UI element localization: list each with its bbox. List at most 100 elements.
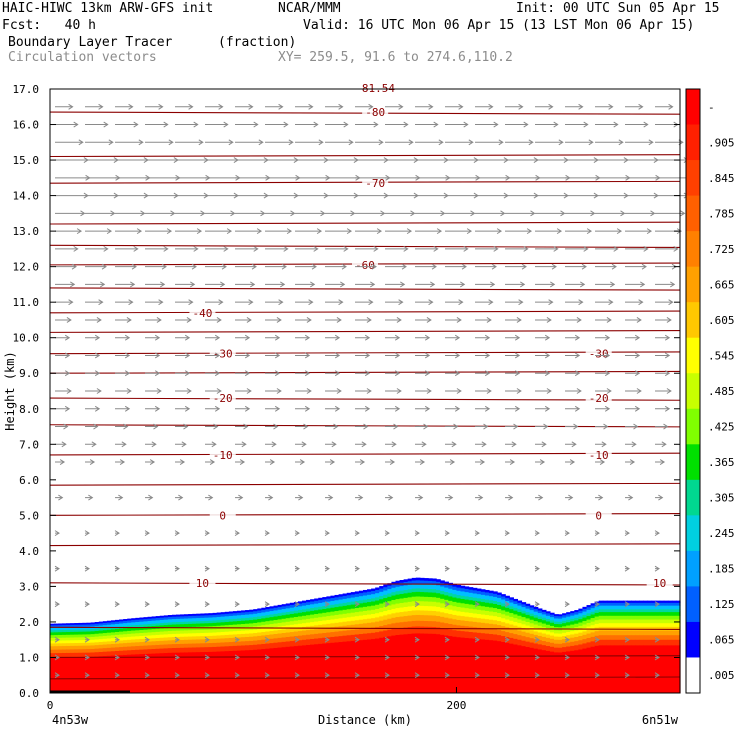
wind-vector	[475, 370, 491, 377]
tracer-cell	[220, 616, 226, 620]
wind-vector	[175, 263, 197, 270]
tracer-cell	[163, 619, 169, 623]
wind-vector	[565, 334, 581, 341]
tracer-cell	[663, 611, 669, 616]
tracer-cell	[513, 600, 519, 605]
wind-vector	[264, 672, 270, 679]
field-units: (fraction)	[218, 35, 297, 50]
tracer-cell	[554, 651, 559, 694]
tracer-cell	[318, 599, 323, 603]
tracer-cell	[216, 638, 222, 643]
tracer-cell	[476, 613, 482, 619]
wind-vector	[565, 263, 587, 270]
tracer-cell	[554, 633, 559, 637]
tracer-cell	[529, 619, 535, 624]
tracer-cell	[367, 594, 372, 599]
tracer-cell	[464, 591, 470, 597]
tracer-cell	[598, 634, 604, 640]
tracer-cell	[330, 607, 336, 612]
tracer-cell	[350, 597, 356, 602]
wind-vector	[655, 281, 676, 288]
tracer-cell	[411, 605, 417, 611]
wind-vector	[385, 228, 413, 235]
tracer-cell	[318, 637, 323, 644]
tracer-cell	[452, 624, 458, 631]
wind-vector	[445, 103, 464, 110]
wind-vector	[534, 654, 540, 661]
wind-vector	[475, 459, 486, 465]
tracer-cell	[614, 619, 620, 624]
tracer-cell	[62, 629, 67, 633]
wind-vector	[445, 352, 461, 359]
tracer-cell	[350, 616, 356, 621]
tracer-cell	[66, 656, 71, 694]
y-tick-label: 13.0	[13, 225, 40, 238]
tracer-cell	[297, 627, 303, 632]
wind-vector	[535, 245, 559, 252]
tracer-cell	[362, 606, 368, 611]
tracer-cell	[90, 645, 96, 649]
tracer-cell	[432, 620, 437, 627]
wind-vector	[205, 494, 214, 501]
wind-vector	[535, 459, 546, 465]
tracer-cell	[200, 629, 206, 633]
wind-vector	[84, 672, 90, 679]
tracer-cell	[338, 613, 344, 619]
wind-vector	[625, 192, 659, 199]
wind-vector	[415, 192, 449, 199]
wind-vector	[414, 565, 420, 572]
tracer-cell	[135, 626, 141, 631]
tracer-cell	[558, 630, 563, 634]
tracer-cell	[521, 616, 527, 621]
wind-vector	[205, 245, 229, 252]
tracer-cell	[501, 596, 506, 600]
tracer-cell	[497, 634, 502, 642]
tracer-cell	[346, 640, 352, 694]
tracer-cell	[432, 626, 437, 634]
wind-vector	[55, 370, 71, 377]
tracer-cell	[549, 631, 555, 636]
tracer-cell	[102, 655, 108, 694]
tracer-cell	[659, 600, 665, 603]
tracer-cell	[659, 611, 665, 616]
tracer-cell	[566, 621, 571, 626]
tracer-cell	[484, 633, 490, 640]
tracer-cell	[236, 630, 242, 635]
tracer-cell	[562, 629, 567, 633]
wind-vector	[595, 352, 611, 359]
tracer-cell	[399, 590, 405, 594]
tracer-cell	[167, 633, 173, 638]
tracer-cell	[147, 628, 153, 633]
tracer-cell	[228, 611, 234, 614]
wind-vector	[505, 317, 522, 323]
tracer-cell	[289, 602, 295, 605]
tracer-cell	[501, 641, 506, 694]
wind-vector	[55, 317, 72, 323]
init-time: Init: 00 UTC Sun 05 Apr 15	[516, 1, 720, 16]
wind-vector	[505, 388, 522, 394]
wind-vector	[264, 654, 270, 661]
wind-vector	[445, 459, 456, 465]
wind-vector	[174, 530, 180, 537]
tracer-cell	[558, 647, 563, 653]
tracer-cell	[606, 602, 612, 606]
tracer-cell	[655, 630, 661, 636]
tracer-cell	[598, 600, 604, 603]
tracer-cell	[432, 592, 437, 598]
tracer-cell	[192, 620, 197, 624]
tracer-cell	[318, 620, 323, 625]
tracer-cell	[310, 603, 315, 609]
tracer-cell	[139, 638, 145, 643]
tracer-cell	[558, 618, 563, 622]
wind-vector	[55, 494, 64, 501]
tracer-cell	[574, 633, 579, 637]
tracer-cell	[606, 644, 612, 694]
tracer-cell	[671, 619, 677, 624]
tracer-cell	[200, 613, 206, 616]
tracer-cell	[655, 639, 661, 646]
tracer-cell	[586, 637, 592, 643]
tracer-cell	[123, 619, 128, 621]
tracer-cell	[614, 630, 620, 636]
colorbar-swatch	[686, 657, 700, 694]
tracer-cell	[159, 631, 165, 635]
